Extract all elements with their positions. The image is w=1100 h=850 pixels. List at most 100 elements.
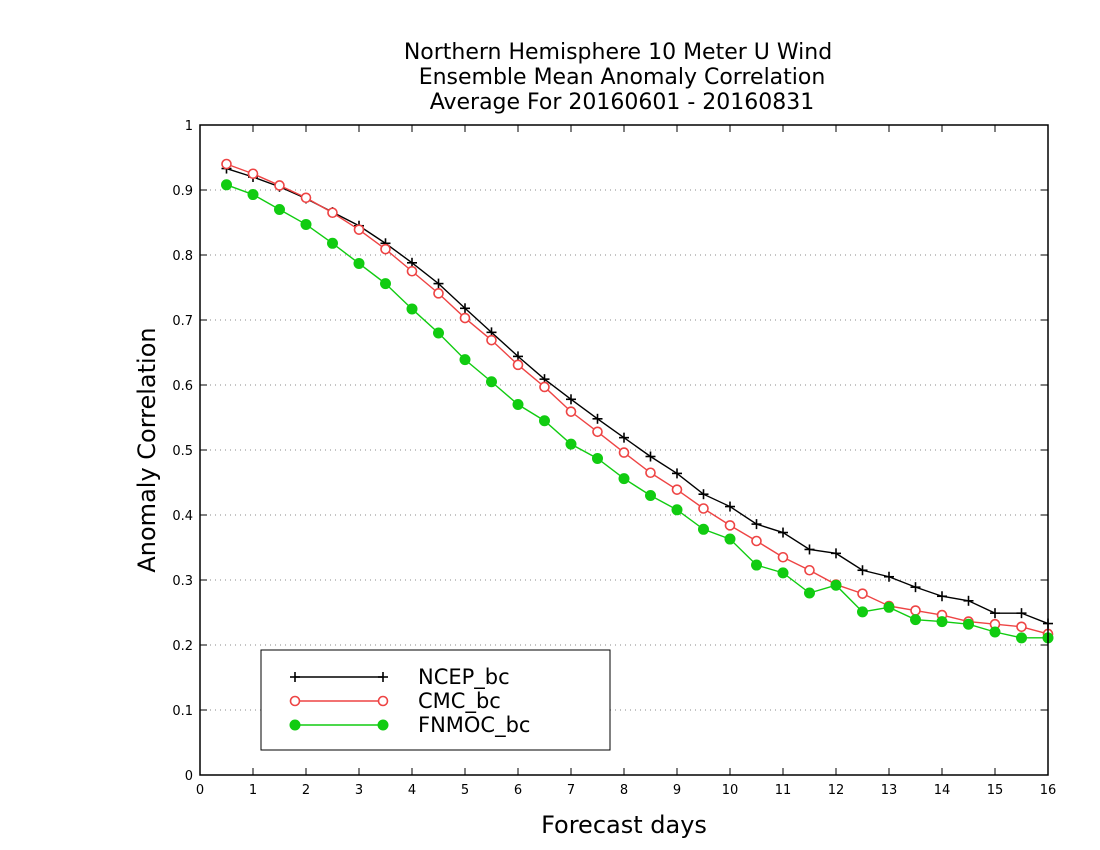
series-line-NCEP_bc [226,167,1049,625]
point-FNMOC_bc-0 [221,179,232,191]
point-FNMOC_bc-17 [671,504,683,516]
y-tick-label-4: 0.4 [172,509,193,524]
point-NCEP_bc-24 [857,565,868,576]
y-tick-label-2: 0.2 [172,639,193,654]
x-tick-label-11: 11 [775,783,792,798]
point-CMC_bc-22 [804,564,815,576]
legend-marker-end-FNMOC_bc [377,719,389,731]
y-axis-label: Anomaly Correlation [133,327,161,572]
point-NCEP_bc-14 [592,413,603,424]
point-NCEP_bc-17 [672,468,682,479]
legend-label-NCEP_bc: NCEP_bc [418,665,510,690]
point-NCEP_bc-29 [990,608,1000,619]
y-tick-label-9: 0.9 [172,184,193,199]
point-CMC_bc-26 [910,605,921,616]
point-FNMOC_bc-16 [645,490,656,501]
legend-marker-end-NCEP_bc [378,672,388,682]
point-FNMOC_bc-7 [406,303,418,315]
x-tick-label-3: 3 [355,783,363,798]
x-tick-label-12: 12 [828,783,845,798]
x-tick-label-9: 9 [673,783,681,798]
point-CMC_bc-6 [380,243,391,255]
point-CMC_bc-11 [512,359,524,371]
point-CMC_bc-2 [274,180,285,191]
point-NCEP_bc-20 [751,519,762,530]
point-FNMOC_bc-27 [936,616,948,628]
legend-item-NCEP_bc: NCEP_bc [290,665,510,690]
legend-marker-start-FNMOC_bc [289,719,301,731]
x-tick-label-6: 6 [514,783,522,798]
point-NCEP_bc-13 [566,394,576,405]
series-line-CMC_bc [226,163,1049,635]
point-FNMOC_bc-26 [910,614,921,626]
point-CMC_bc-10 [486,334,497,346]
point-FNMOC_bc-29 [989,626,1001,638]
point-NCEP_bc-23 [831,548,841,559]
x-tick-label-13: 13 [881,783,898,798]
point-CMC_bc-3 [300,192,312,204]
x-tick-label-0: 0 [196,783,204,798]
point-FNMOC_bc-6 [380,278,391,290]
point-FNMOC_bc-3 [300,218,312,230]
series-CMC_bc [221,158,1054,640]
point-NCEP_bc-28 [963,595,974,606]
point-CMC_bc-12 [539,381,550,393]
point-NCEP_bc-15 [619,432,629,443]
x-tick-label-2: 2 [302,783,310,798]
point-FNMOC_bc-9 [459,354,471,366]
title-line-1: Northern Hemisphere 10 Meter U Wind [404,40,832,65]
legend-marker-start-CMC_bc [289,695,301,707]
point-FNMOC_bc-30 [1016,632,1027,644]
x-tick-label-1: 1 [249,783,257,798]
point-FNMOC_bc-4 [327,237,338,249]
point-FNMOC_bc-24 [857,606,868,618]
point-FNMOC_bc-12 [539,415,550,427]
x-tick-label-7: 7 [567,783,575,798]
series-line-FNMOC_bc [226,184,1048,639]
point-CMC_bc-0 [221,158,232,170]
y-tick-label-8: 0.8 [172,249,193,264]
point-CMC_bc-15 [618,447,630,458]
series-NCEP_bc [221,163,1053,629]
y-tick-label-10: 1 [185,119,193,134]
point-CMC_bc-16 [645,467,656,479]
point-CMC_bc-19 [724,520,736,531]
point-NCEP_bc-16 [645,451,656,462]
point-FNMOC_bc-20 [751,559,762,571]
title-line-2: Ensemble Mean Anomaly Correlation [419,65,826,90]
point-FNMOC_bc-5 [353,257,365,269]
point-FNMOC_bc-25 [883,601,895,613]
point-FNMOC_bc-23 [830,579,842,591]
legend-item-CMC_bc: CMC_bc [289,689,501,714]
point-NCEP_bc-30 [1016,608,1027,619]
point-FNMOC_bc-1 [247,189,259,201]
title-line-3: Average For 20160601 - 20160831 [430,90,815,115]
x-tick-label-15: 15 [987,783,1004,798]
point-FNMOC_bc-22 [804,587,815,599]
y-tick-label-0: 0 [185,769,193,784]
legend-label-CMC_bc: CMC_bc [418,689,501,714]
x-tick-label-8: 8 [620,783,628,798]
point-NCEP_bc-25 [884,571,894,582]
point-FNMOC_bc-14 [592,452,603,464]
legend-marker-start-NCEP_bc [290,672,300,682]
legend-item-FNMOC_bc: FNMOC_bc [289,713,530,738]
point-CMC_bc-7 [406,265,418,277]
point-NCEP_bc-27 [937,591,947,602]
point-NCEP_bc-21 [778,527,788,538]
point-FNMOC_bc-2 [274,204,285,215]
point-NCEP_bc-18 [698,489,709,500]
point-CMC_bc-5 [353,224,365,235]
point-CMC_bc-13 [565,406,577,417]
legend-box [260,649,611,751]
x-axis-ticks: 0 1 2 3 4 5 6 7 8 9 10 11 12 13 14 15 16 [196,125,1056,798]
point-FNMOC_bc-13 [565,438,577,450]
point-FNMOC_bc-10 [486,376,497,388]
y-tick-label-5: 0.5 [172,444,193,459]
point-CMC_bc-21 [777,551,789,563]
y-tick-label-6: 0.6 [172,379,193,394]
point-NCEP_bc-19 [725,501,735,512]
x-tick-label-14: 14 [934,783,951,798]
legend-label-FNMOC_bc: FNMOC_bc [418,713,530,738]
